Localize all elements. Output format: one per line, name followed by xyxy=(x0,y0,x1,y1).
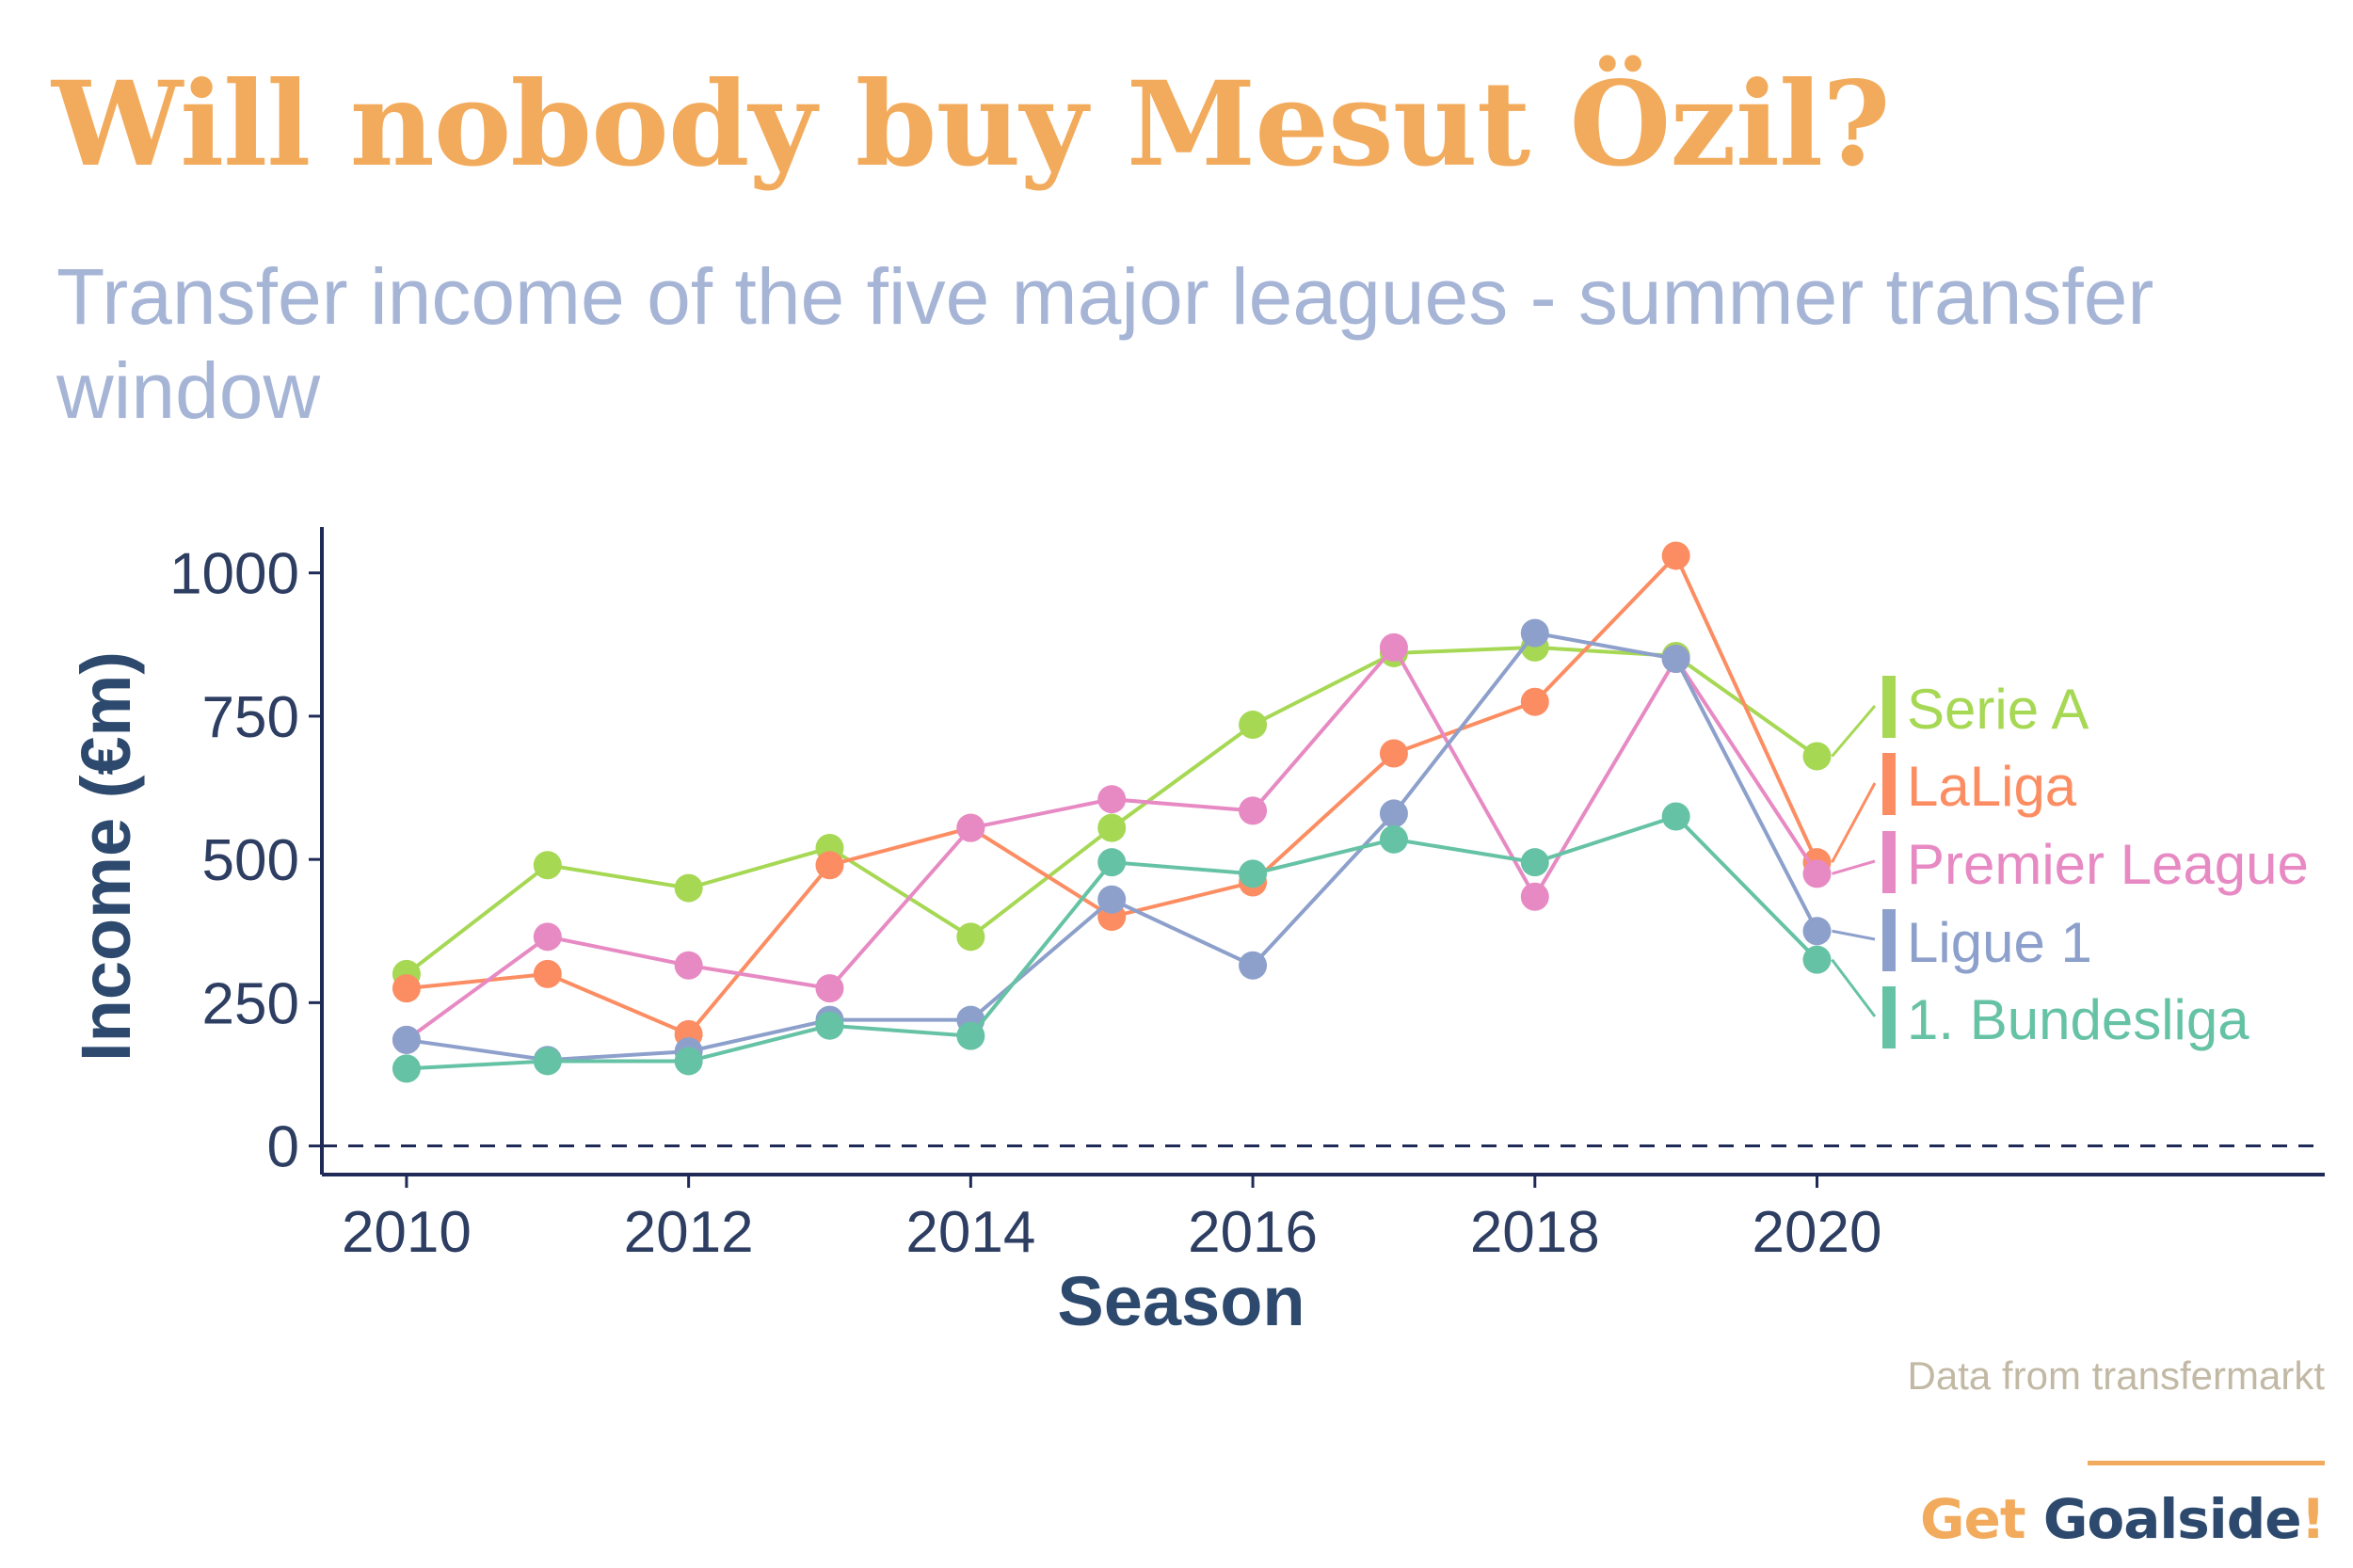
data-point-premier-league xyxy=(1097,785,1127,814)
data-point-laliga xyxy=(1661,541,1690,570)
label-key-1-bundesliga xyxy=(1882,986,1896,1048)
series-layer xyxy=(392,541,1832,1083)
series-labels: Serie A LaLiga Premier League Ligue 1 1. Bun… xyxy=(1831,676,2309,1051)
series-label-1-bundesliga: 1. Bundesliga xyxy=(1907,988,2249,1051)
data-point-ligue-1 xyxy=(1239,951,1268,980)
data-point-ligue-1 xyxy=(1097,885,1127,914)
y-axis-title: Income (€m) xyxy=(67,651,145,1062)
label-key-laliga xyxy=(1882,753,1896,815)
data-point-premier-league xyxy=(1239,796,1268,825)
brand-bang: ! xyxy=(2300,1487,2326,1551)
label-leader-serie-a xyxy=(1831,705,1877,758)
data-point-1-bundesliga xyxy=(392,1054,421,1083)
brand-logo: Get Goalside! xyxy=(1919,1487,2326,1551)
y-tick-label: 0 xyxy=(267,1115,299,1180)
data-point-serie-a xyxy=(956,922,985,952)
label-key-premier-league xyxy=(1882,831,1896,893)
data-point-1-bundesliga xyxy=(1097,848,1127,877)
series-label-premier-league: Premier League xyxy=(1907,833,2309,896)
data-point-premier-league xyxy=(1520,882,1549,911)
x-tick-label: 2010 xyxy=(342,1200,472,1265)
data-point-serie-a xyxy=(674,873,703,903)
label-leader-premier-league xyxy=(1832,859,1876,875)
data-point-laliga xyxy=(392,974,421,1003)
data-point-premier-league xyxy=(1379,632,1408,662)
label-leader-laliga xyxy=(1831,782,1877,863)
data-point-1-bundesliga xyxy=(1802,945,1832,974)
y-tick-label: 1000 xyxy=(169,542,299,607)
series-label-serie-a: Serie A xyxy=(1907,678,2089,741)
series-line-ligue-1 xyxy=(406,631,1819,1063)
data-point-premier-league xyxy=(1802,859,1832,888)
x-tick-label: 2018 xyxy=(1470,1200,1600,1265)
data-point-1-bundesliga xyxy=(674,1047,703,1076)
y-tick-label: 500 xyxy=(202,828,299,893)
data-point-1-bundesliga xyxy=(815,1011,844,1040)
label-key-serie-a xyxy=(1882,676,1896,738)
brand-get: Get xyxy=(1919,1487,2043,1551)
data-point-serie-a xyxy=(1097,813,1127,842)
data-point-laliga xyxy=(815,851,844,880)
x-tick-label: 2014 xyxy=(905,1200,1035,1265)
data-point-1-bundesliga xyxy=(1379,824,1408,854)
series-ligue-1 xyxy=(392,618,1832,1075)
data-point-ligue-1 xyxy=(1802,917,1832,946)
chart-title: Will nobody buy Mesut Özil? xyxy=(52,56,1891,193)
data-point-ligue-1 xyxy=(1379,799,1408,828)
series-laliga xyxy=(392,541,1832,1048)
data-point-serie-a xyxy=(1802,742,1832,771)
series-label-ligue-1: Ligue 1 xyxy=(1907,911,2092,974)
data-point-ligue-1 xyxy=(392,1025,421,1054)
x-tick-label: 2012 xyxy=(624,1200,754,1265)
data-point-laliga xyxy=(1379,739,1408,768)
y-tick-label: 750 xyxy=(202,685,299,750)
data-point-1-bundesliga xyxy=(1239,859,1268,888)
label-leader-ligue-1 xyxy=(1832,929,1876,941)
brand-rule xyxy=(2088,1461,2325,1465)
data-point-1-bundesliga xyxy=(1661,802,1690,831)
chart-subtitle: Transfer income of the five major league… xyxy=(56,252,2154,435)
series-premier-league xyxy=(392,632,1832,1054)
series-label-laliga: LaLiga xyxy=(1907,755,2077,818)
data-point-1-bundesliga xyxy=(1520,848,1549,877)
data-point-1-bundesliga xyxy=(956,1021,985,1050)
data-point-1-bundesliga xyxy=(533,1047,562,1076)
data-point-serie-a xyxy=(1239,711,1268,740)
axes: 0 250 500 750 1000 2010 2012 2014 2016 2018 2020 Se… xyxy=(67,527,2325,1340)
brand-goal: Goalside xyxy=(2042,1487,2302,1551)
series-1-bundesliga xyxy=(392,802,1832,1083)
data-source: Data from transfermarkt xyxy=(1907,1353,2325,1398)
x-axis-title: Season xyxy=(1057,1262,1305,1340)
series-line-premier-league xyxy=(405,644,1819,1042)
data-point-premier-league xyxy=(815,974,844,1003)
data-point-premier-league xyxy=(674,951,703,980)
x-tick-label: 2016 xyxy=(1188,1200,1318,1265)
data-point-laliga xyxy=(1520,687,1549,716)
data-point-laliga xyxy=(533,959,562,988)
data-point-premier-league xyxy=(533,922,562,952)
x-tick-label: 2020 xyxy=(1753,1200,1882,1265)
label-leader-1-bundesliga xyxy=(1831,958,1877,1017)
label-key-ligue-1 xyxy=(1882,909,1896,971)
data-point-ligue-1 xyxy=(1520,618,1549,648)
y-tick-label: 250 xyxy=(202,971,299,1036)
data-point-ligue-1 xyxy=(1661,645,1690,674)
data-point-serie-a xyxy=(533,851,562,880)
data-point-premier-league xyxy=(956,813,985,842)
